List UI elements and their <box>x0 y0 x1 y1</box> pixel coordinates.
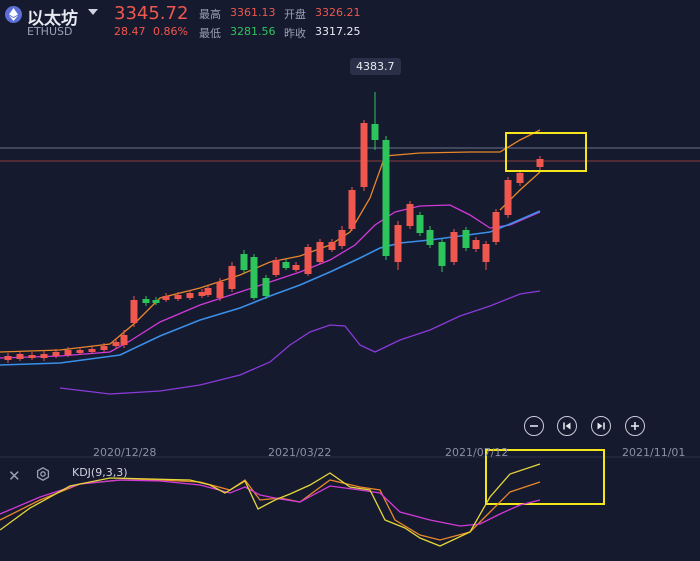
ticker-header: 以太坊 ETHUSD 3345.72 28.47 0.86% 最高 3361.1… <box>0 0 700 42</box>
minus-icon <box>530 425 538 427</box>
candle-body <box>338 230 346 246</box>
candle-body <box>186 293 194 298</box>
candle-body <box>112 342 120 346</box>
ma-line-magenta <box>0 204 541 359</box>
candle-body <box>394 225 402 262</box>
candle-body <box>250 257 258 298</box>
candle-body <box>130 300 138 323</box>
candle-body <box>348 190 356 229</box>
kdj-line-j <box>0 463 541 547</box>
candle-body <box>174 295 182 299</box>
skip-back-icon <box>563 422 571 430</box>
next-button[interactable] <box>591 416 611 436</box>
candle-body <box>262 278 270 296</box>
highlight-box-kdj <box>485 449 605 505</box>
gear-icon[interactable] <box>36 467 50 481</box>
chevron-down-icon[interactable] <box>88 9 98 15</box>
candle-body <box>382 140 390 256</box>
candle-body <box>52 352 60 356</box>
highlight-box-price <box>505 132 587 172</box>
candle-body <box>76 350 84 353</box>
candle-body <box>282 262 290 268</box>
peak-price-tooltip: 4383.7 <box>350 58 401 75</box>
prev-close-label: 昨收 <box>284 27 306 40</box>
candle-body <box>16 354 24 359</box>
ma-line-orange <box>0 129 541 353</box>
candle-body <box>28 355 36 358</box>
zoom-in-button[interactable] <box>625 416 645 436</box>
candle-body <box>416 215 424 233</box>
open-label: 开盘 <box>284 8 306 21</box>
candle-body <box>152 300 160 303</box>
skip-forward-icon <box>597 422 605 430</box>
candle-body <box>516 173 524 183</box>
kdj-line-d <box>0 479 541 527</box>
candle-body <box>492 212 500 242</box>
candle-body <box>162 296 170 300</box>
candle-body <box>536 159 544 167</box>
candle-body <box>4 356 12 360</box>
candle-body <box>100 346 108 350</box>
zoom-out-button[interactable] <box>524 416 544 436</box>
candle-body <box>64 350 72 355</box>
candle-body <box>360 123 368 187</box>
ethereum-logo-icon <box>5 6 22 23</box>
last-price: 3345.72 <box>114 3 189 24</box>
candle-body <box>88 349 96 352</box>
x-axis-label: 2020/12/28 <box>93 446 157 459</box>
ma-line-purple <box>59 290 541 395</box>
candle-body <box>216 282 224 298</box>
price-change: 28.47 <box>114 25 146 38</box>
candle-body <box>450 232 458 262</box>
kdj-line-k <box>0 479 541 541</box>
candle-body <box>426 230 434 245</box>
candle-body <box>292 265 300 270</box>
candle-body <box>316 242 324 262</box>
close-indicator-icon[interactable]: ✕ <box>8 467 21 485</box>
candle-body <box>120 335 128 345</box>
x-axis-label: 2021/03/22 <box>268 446 332 459</box>
candle-body <box>204 288 212 295</box>
candle-body <box>272 260 280 275</box>
prev-close-value: 3317.25 <box>315 25 361 38</box>
candle-body <box>328 242 336 250</box>
candle-body <box>462 230 470 248</box>
candle-body <box>482 244 490 262</box>
price-change-percent: 0.86% <box>153 25 188 38</box>
candle-body <box>472 240 480 249</box>
asset-name[interactable]: 以太坊 <box>27 9 78 29</box>
candle-body <box>40 354 48 358</box>
low-value: 3281.56 <box>230 25 276 38</box>
candle-body <box>438 242 446 266</box>
candle-body <box>504 180 512 215</box>
open-value: 3326.21 <box>315 6 361 19</box>
plus-icon <box>631 422 639 430</box>
candle-body <box>198 292 206 296</box>
x-axis-label: 2021/11/01 <box>622 446 686 459</box>
candle-body <box>371 124 379 140</box>
high-value: 3361.13 <box>230 6 276 19</box>
candle-body <box>240 254 248 270</box>
candle-body <box>142 299 150 303</box>
candle-body <box>406 204 414 226</box>
prev-button[interactable] <box>557 416 577 436</box>
high-label: 最高 <box>199 8 221 21</box>
low-label: 最低 <box>199 27 221 40</box>
indicator-name: KDJ(9,3,3) <box>72 466 128 479</box>
candle-body <box>228 266 236 289</box>
ma-line-blue <box>0 210 541 366</box>
candle-body <box>304 247 312 274</box>
x-axis-label: 2021/07/12 <box>445 446 509 459</box>
asset-symbol: ETHUSD <box>27 25 73 38</box>
